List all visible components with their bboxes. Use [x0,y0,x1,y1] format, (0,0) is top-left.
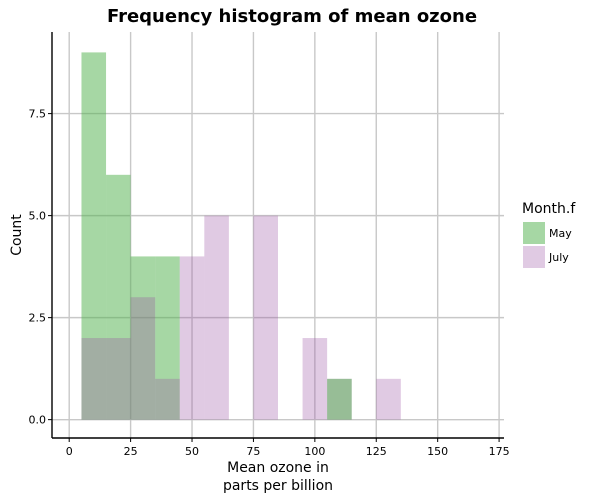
legend-label-may: May [549,227,572,240]
legend: Month.f May July [522,201,576,268]
bar-july [81,338,107,420]
bar-july [130,297,156,420]
legend-title: Month.f [522,201,576,217]
x-tick-label: 50 [185,445,199,458]
y-ticks: 0.0 2.5 5.0 7.5 [29,108,52,427]
chart-title: Frequency histogram of mean ozone [107,6,477,27]
bar-may [155,256,180,420]
bar-july [376,378,401,420]
x-tick-label: 175 [489,445,510,458]
bar-july [302,338,328,420]
bar-may [130,256,156,420]
y-tick-label: 5.0 [29,210,47,223]
x-ticks: 0 25 50 75 100 125 150 175 [66,438,510,458]
x-tick-label: 100 [304,445,325,458]
x-axis-title-line2: parts per billion [223,478,333,494]
bar-july [106,338,131,420]
legend-label-july: July [548,251,569,264]
bar-may [81,52,107,420]
bar-july [204,215,229,420]
x-tick-label: 0 [66,445,73,458]
legend-key-bg [523,246,545,268]
y-tick-label: 7.5 [29,108,47,121]
bar-july [179,256,205,420]
y-tick-label: 0.0 [29,414,47,427]
axes [51,32,504,439]
bar-july [155,378,180,420]
x-tick-label: 150 [427,445,448,458]
bar-may [327,378,352,420]
bar-july [253,215,278,420]
y-tick-label: 2.5 [29,312,47,325]
y-axis-title: Count [9,214,25,256]
bar-may [106,174,131,420]
x-axis-title-line1: Mean ozone in [227,460,329,476]
x-tick-label: 75 [246,445,260,458]
legend-swatch-july [523,246,545,268]
x-tick-label: 25 [124,445,138,458]
bars [81,52,401,420]
x-tick-label: 125 [366,445,387,458]
legend-swatch-may [523,222,545,244]
